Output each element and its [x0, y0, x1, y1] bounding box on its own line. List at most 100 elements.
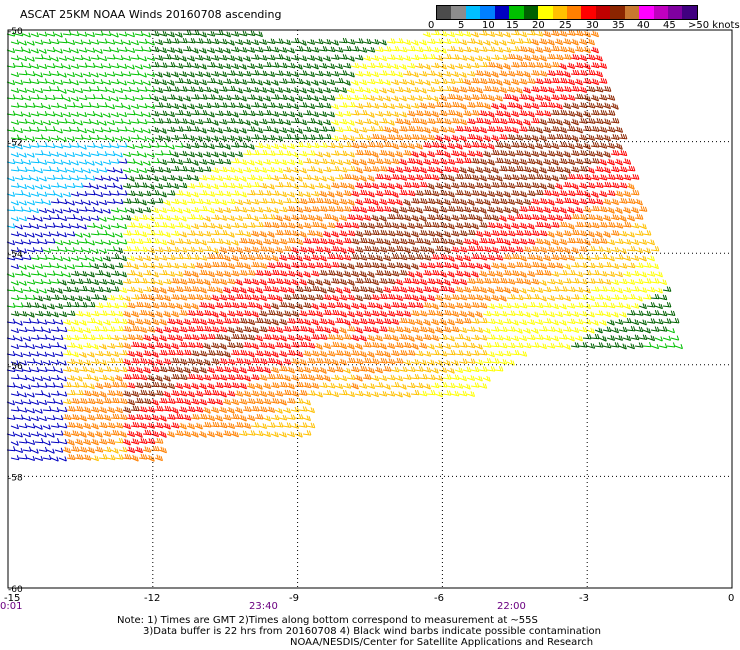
wind-barb	[178, 199, 187, 206]
wind-barb	[190, 62, 200, 69]
wind-barb	[158, 430, 167, 438]
wind-barb	[254, 31, 263, 38]
wind-barb	[158, 349, 168, 356]
wind-barb	[294, 206, 304, 213]
wind-barb	[378, 134, 388, 141]
wind-barb	[418, 70, 428, 77]
wind-barb	[14, 399, 24, 405]
wind-barb	[310, 285, 320, 292]
wind-barb	[438, 47, 447, 54]
wind-barb	[342, 318, 351, 326]
wind-barb	[414, 78, 424, 85]
wind-barb	[46, 190, 56, 196]
wind-barb	[142, 414, 152, 421]
wind-barb	[282, 310, 292, 317]
wind-barb	[22, 48, 31, 54]
wind-barb	[418, 87, 427, 94]
wind-barb	[122, 325, 132, 332]
wind-barb	[602, 150, 611, 158]
wind-barb	[94, 112, 103, 118]
wind-barb	[34, 232, 43, 238]
wind-barb	[62, 430, 72, 438]
wind-barb	[622, 255, 631, 262]
wind-barb	[366, 238, 376, 245]
wind-barb	[286, 191, 295, 198]
wind-barb	[234, 406, 243, 414]
wind-barb	[54, 271, 64, 277]
wind-barb	[242, 246, 252, 253]
wind-barb	[138, 422, 148, 429]
wind-barb	[78, 397, 88, 404]
wind-barb	[186, 246, 196, 253]
wind-barb	[614, 302, 624, 308]
wind-barb	[378, 182, 388, 189]
wind-barb	[190, 79, 199, 86]
wind-barb	[418, 54, 428, 60]
wind-barb	[10, 328, 19, 334]
wind-barb	[166, 94, 176, 100]
wind-barb	[146, 118, 156, 124]
wind-barb	[282, 325, 292, 332]
wind-barb	[122, 342, 132, 350]
wind-barb	[62, 366, 72, 372]
wind-barb	[402, 293, 412, 300]
wind-barb	[382, 286, 392, 293]
wind-barb	[30, 399, 40, 405]
wind-barb	[418, 214, 427, 222]
wind-barb	[434, 86, 444, 92]
wind-barb	[314, 167, 323, 174]
wind-barb	[18, 294, 28, 300]
wind-barb	[530, 166, 539, 174]
wind-barb	[366, 286, 375, 294]
wind-barb	[178, 390, 188, 397]
wind-barb	[250, 405, 260, 412]
wind-barb	[342, 205, 352, 212]
wind-barb	[470, 109, 480, 116]
wind-barb	[254, 382, 263, 390]
wind-barb	[198, 413, 208, 420]
wind-barb	[558, 286, 568, 292]
wind-barb	[306, 87, 315, 94]
wind-barb	[30, 318, 40, 324]
wind-barb	[82, 232, 91, 238]
wind-barb	[178, 231, 187, 238]
wind-barb	[430, 367, 439, 374]
wind-barb	[498, 230, 508, 237]
wind-barb	[118, 446, 128, 453]
wind-barb	[642, 247, 651, 254]
wind-barb	[22, 302, 32, 308]
wind-barb	[114, 136, 123, 142]
wind-barb	[138, 72, 147, 78]
wind-barb	[286, 366, 295, 374]
wind-barb	[150, 110, 160, 117]
wind-barb	[390, 111, 399, 118]
wind-barb	[254, 79, 263, 86]
wind-barb	[314, 134, 324, 140]
wind-barb	[154, 358, 163, 366]
wind-barb	[522, 182, 532, 189]
wind-barb	[438, 158, 448, 165]
wind-barb	[574, 335, 583, 342]
wind-barb	[214, 430, 223, 438]
wind-barb	[382, 318, 392, 325]
wind-barb	[90, 200, 99, 206]
wind-barb	[38, 94, 48, 100]
wind-barb	[358, 318, 368, 325]
wind-barb	[82, 342, 92, 349]
wind-barb	[474, 294, 484, 301]
wind-barb	[218, 215, 228, 221]
wind-barb	[586, 198, 596, 204]
wind-barb	[338, 375, 348, 382]
wind-barb	[10, 391, 20, 397]
wind-barb	[186, 86, 196, 92]
wind-barb	[550, 206, 560, 213]
wind-barb	[298, 341, 308, 348]
wind-barb	[642, 310, 652, 317]
wind-barb	[570, 118, 579, 126]
wind-barb	[178, 165, 188, 172]
wind-barb	[266, 134, 276, 141]
wind-barb	[262, 254, 272, 261]
wind-barb	[562, 70, 571, 78]
wind-barb	[606, 126, 616, 133]
wind-barb	[154, 437, 164, 444]
